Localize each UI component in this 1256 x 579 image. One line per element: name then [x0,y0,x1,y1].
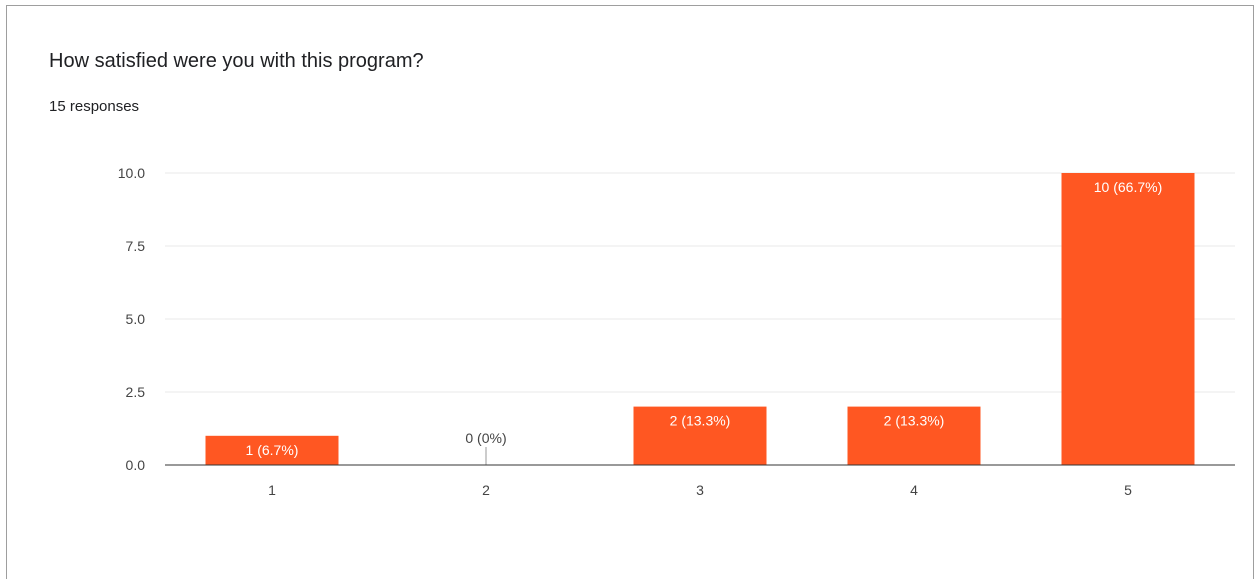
y-tick-label: 2.5 [126,384,146,400]
data-label: 2 (13.3%) [884,413,945,429]
x-axis-ticks: 1 2 3 4 5 [268,482,1132,498]
bar-1[interactable] [205,435,339,465]
y-tick-label: 7.5 [126,238,146,254]
y-tick-label: 0.0 [126,457,146,473]
data-label: 0 (0%) [465,430,506,446]
y-tick-label: 5.0 [126,311,146,327]
chart-card: How satisfied were you with this program… [6,5,1254,579]
bar-5[interactable] [1061,173,1195,465]
x-tick-label: 5 [1124,482,1132,498]
question-title: How satisfied were you with this program… [49,50,424,72]
response-count: 15 responses [49,98,140,115]
x-tick-label: 2 [482,482,490,498]
y-axis-ticks: 0.0 2.5 5.0 7.5 10.0 [118,165,145,473]
x-tick-label: 4 [910,482,918,498]
bars [205,173,1195,465]
bar-3[interactable] [633,406,767,465]
x-tick-label: 3 [696,482,704,498]
x-tick-label: 1 [268,482,276,498]
data-label: 10 (66.7%) [1094,179,1162,195]
y-tick-label: 10.0 [118,165,145,181]
data-label: 2 (13.3%) [670,413,731,429]
data-labels: 1 (6.7%) 0 (0%) 2 (13.3%) 2 (13.3%) 10 (66.7… [246,179,1163,458]
data-label: 1 (6.7%) [246,442,299,458]
bar-4[interactable] [847,406,981,465]
gridlines [165,172,1235,393]
